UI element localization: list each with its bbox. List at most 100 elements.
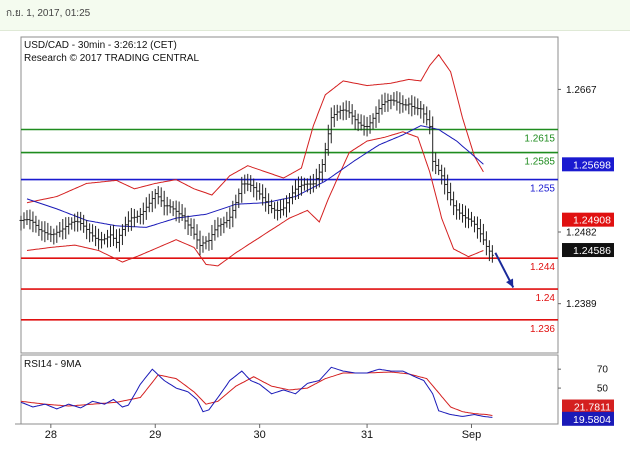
timestamp-bar: ก.ย. 1, 2017, 01:25 [0,0,630,31]
main-panel [20,36,559,354]
price-bar-156 [484,231,488,256]
price-bar-149 [464,205,468,228]
price-bar-77 [249,175,253,193]
level-label-4: 1.24 [536,293,556,304]
price-bar-7 [40,221,44,241]
price-bar-99 [314,168,318,189]
price-bar-138 [431,116,435,172]
price-bar-83 [267,193,271,215]
price-bar-146 [455,200,459,220]
price-bar-93 [296,176,300,199]
price-bar-58 [192,218,196,240]
main-badge-2: 1.24586 [562,243,614,258]
price-bar-39 [135,210,139,223]
main-badge-bg-1 [562,212,614,227]
price-bar-20 [79,211,83,231]
price-bar-29 [106,229,110,248]
price-bar-64 [210,224,214,250]
price-bar-110 [347,100,351,118]
rsi-tick-label-1: 50 [597,384,609,395]
moving-average [26,125,484,228]
price-bar-133 [416,98,420,116]
price-bar-5 [34,215,38,233]
price-bar-55 [183,207,187,230]
price-bar-56 [186,215,190,235]
x-tick-label-3: 31 [361,429,373,441]
price-bar-18 [73,213,77,232]
price-bar-102 [323,142,327,172]
price-bar-69 [225,211,229,228]
main-badge-label-1: 1.24908 [573,215,611,227]
price-bar-48 [162,190,166,216]
price-bar-66 [216,217,220,238]
rsi-badge-label-0: 21.7811 [574,402,611,414]
price-bar-79 [255,182,259,201]
price-bar-124 [389,94,393,110]
price-bar-67 [219,218,223,236]
price-bar-132 [413,96,417,115]
price-bar-73 [237,188,241,209]
price-bar-114 [359,114,363,131]
price-bar-105 [332,105,336,128]
price-bar-150 [467,208,470,229]
price-bar-54 [180,204,184,221]
level-lines: 1.2615 1.2585 1.255 1.244 1.24 1.236 [21,128,558,335]
price-bar-10 [49,225,53,243]
price-bar-62 [204,236,208,250]
price-bar-151 [469,211,473,227]
price-bar-11 [52,228,56,245]
price-bar-2 [25,210,29,225]
price-bar-147 [458,203,462,220]
main-badge-0: 1.25698 [562,157,614,172]
price-bar-68 [222,216,226,234]
price-bar-144 [449,182,453,206]
level-label-1: 1.2585 [524,157,555,168]
price-bar-136 [425,106,429,126]
price-bar-27 [100,231,104,249]
price-bar-109 [344,100,348,120]
price-bar-86 [276,201,280,221]
price-bar-31 [111,224,115,247]
price-bar-108 [341,102,345,121]
price-bar-152 [472,216,476,233]
price-bar-40 [138,208,142,225]
price-bar-30 [109,225,112,248]
rsi-ma-line [20,371,493,416]
x-tick-label-0: 28 [45,429,57,441]
price-bar-101 [320,159,324,183]
price-bar-53 [177,201,181,223]
price-bar-28 [103,233,107,245]
level-label-5: 1.236 [530,324,555,335]
main-badge-1: 1.24908 [562,212,614,227]
price-bar-1 [22,212,26,229]
price-bar-139 [434,152,438,175]
price-bar-96 [305,178,309,193]
price-bar-70 [228,207,232,229]
price-bar-148 [461,204,465,223]
price-bar-100 [317,163,321,188]
price-bar-131 [410,95,414,117]
forecast-arrow-head [506,278,514,288]
price-bars [19,91,515,288]
price-bar-95 [302,177,306,191]
price-bar-123 [386,93,390,112]
price-bar-143 [446,174,450,201]
price-bar-14 [61,218,65,240]
price-bar-36 [126,211,130,232]
price-bar-45 [153,188,157,209]
bollinger-upper [26,53,484,204]
price-bar-6 [37,219,41,237]
timestamp: ก.ย. 1, 2017, 01:25 [6,8,91,19]
price-bar-122 [383,92,387,113]
x-tick-label-1: 29 [149,429,161,441]
price-bar-3 [28,209,32,230]
price-bar-61 [201,235,205,253]
price-bar-111 [350,104,354,125]
price-bar-12 [55,225,59,243]
price-bar-57 [189,218,193,236]
price-bar-153 [475,216,479,239]
y-tick-label-1: 1.2482 [566,227,597,238]
price-bar-135 [422,104,426,124]
price-bar-71 [231,200,235,228]
